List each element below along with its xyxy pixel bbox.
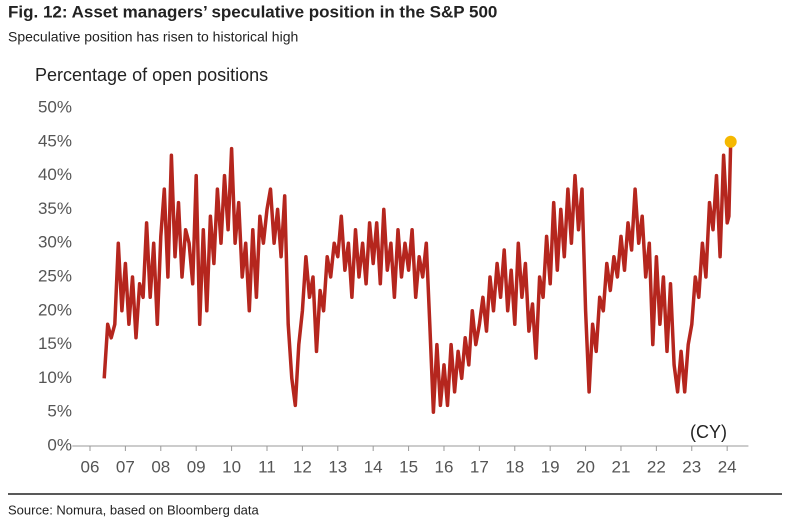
x-tick-label: 10 (222, 457, 241, 476)
x-tick-label: 13 (328, 457, 347, 476)
y-tick-label: 5% (47, 402, 72, 421)
x-tick-label: 15 (399, 457, 418, 476)
y-tick-label: 15% (38, 334, 72, 353)
y-tick-label: 0% (47, 435, 72, 454)
x-tick-label: 08 (151, 457, 170, 476)
x-tick-label: 19 (541, 457, 560, 476)
chart-subtitle: Speculative position has risen to histor… (8, 29, 298, 45)
x-tick-label: 17 (470, 457, 489, 476)
source: Source: Nomura, based on Bloomberg data (8, 502, 260, 517)
y-axis-label: Percentage of open positions (35, 65, 268, 85)
line-series (102, 141, 733, 414)
x-tick-label: 23 (682, 457, 701, 476)
x-tick-label: 16 (435, 457, 454, 476)
x-tick-label: 22 (647, 457, 666, 476)
x-tick-label: 24 (718, 457, 737, 476)
x-tick-label: 07 (116, 457, 135, 476)
x-annotation: (CY) (690, 422, 727, 442)
x-tick-label: 12 (293, 457, 312, 476)
y-tick-label: 50% (38, 97, 72, 116)
x-tick-label: 21 (612, 457, 631, 476)
x-tick-label: 06 (81, 457, 100, 476)
y-tick-label: 40% (38, 165, 72, 184)
y-tick-label: 30% (38, 233, 72, 252)
x-tick-label: 18 (505, 457, 524, 476)
x-tick-label: 09 (187, 457, 206, 476)
y-tick-label: 10% (38, 368, 72, 387)
y-tick-label: 25% (38, 266, 72, 285)
x-tick-label: 20 (576, 457, 595, 476)
y-tick-label: 45% (38, 131, 72, 150)
x-tick-label: 11 (258, 457, 276, 476)
last-point (724, 135, 737, 148)
chart-title: Fig. 12: Asset managers’ speculative pos… (8, 2, 497, 21)
y-tick-label: 35% (38, 199, 72, 218)
x-tick-label: 14 (364, 457, 383, 476)
y-tick-label: 20% (38, 300, 72, 319)
